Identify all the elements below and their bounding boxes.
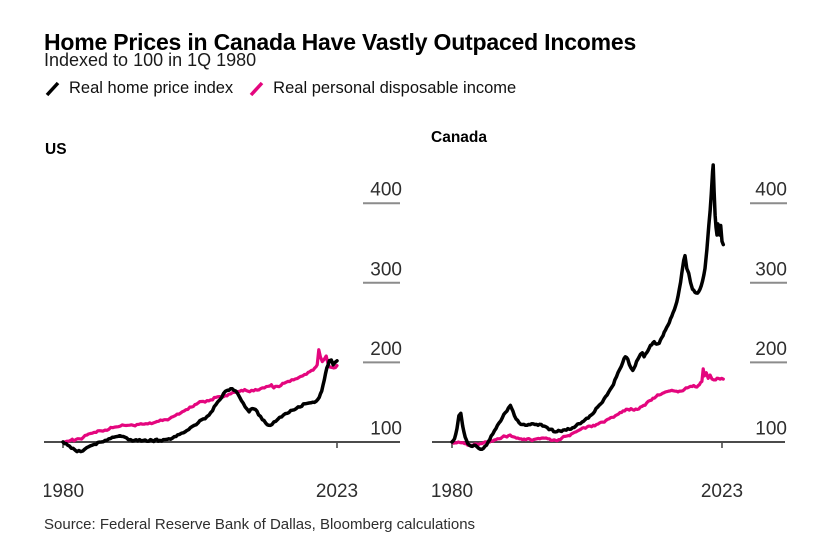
panel-title-us: US (45, 141, 67, 158)
income-series-line (61, 348, 339, 444)
canada-chart: 100 200 300 400 1980 2023 (431, 163, 787, 502)
y-axis-label-100: 100 (755, 419, 787, 440)
x-axis-label-2023: 2023 (701, 481, 743, 502)
x-axis-label-1980: 1980 (44, 481, 84, 500)
y-axis-label-400: 400 (370, 180, 402, 201)
home-price-series-line (61, 358, 339, 454)
home-price-line-icon (45, 81, 60, 96)
x-axis-label-1980: 1980 (431, 481, 473, 502)
legend-label-income: Real personal disposable income (273, 79, 517, 97)
y-axis-label-200: 200 (370, 339, 402, 360)
income-line-icon (249, 81, 264, 96)
legend-item-home-price: Real home price index (44, 79, 233, 98)
home-price-series-line (450, 163, 726, 452)
x-axis-label-2023: 2023 (316, 481, 358, 500)
chart-subtitle: Indexed to 100 in 1Q 1980 (44, 50, 257, 70)
income-series-line (450, 367, 725, 448)
panel-title-canada: Canada (431, 129, 487, 146)
us-chart: 100 200 300 400 1980 2023 (44, 180, 402, 500)
legend-item-income: Real personal disposable income (248, 79, 516, 98)
y-axis-label-100: 100 (370, 419, 402, 440)
legend-label-home-price: Real home price index (69, 79, 234, 97)
y-axis-label-400: 400 (755, 180, 787, 201)
chart-legend: Real home price index Real personal disp… (44, 79, 516, 98)
y-axis-label-300: 300 (370, 259, 402, 280)
y-axis-label-300: 300 (755, 259, 787, 280)
source-note: Source: Federal Reserve Bank of Dallas, … (44, 516, 476, 533)
y-axis-label-200: 200 (755, 339, 787, 360)
page-title: Home Prices in Canada Have Vastly Outpac… (44, 29, 637, 56)
